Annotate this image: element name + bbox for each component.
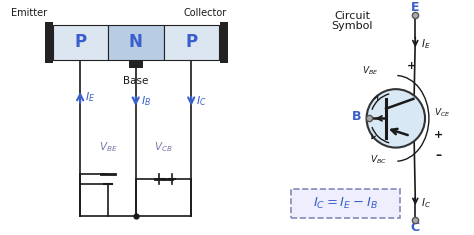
Bar [45, 22, 53, 63]
Text: $V_{CE}$: $V_{CE}$ [434, 106, 451, 119]
Text: P: P [74, 33, 86, 51]
Text: $V_{BE}$: $V_{BE}$ [99, 141, 117, 154]
Text: $V_{BC}$: $V_{BC}$ [370, 153, 387, 166]
Text: +: + [407, 61, 416, 71]
Text: $I_E$: $I_E$ [85, 90, 95, 104]
Circle shape [366, 89, 425, 148]
Text: –: – [370, 115, 376, 128]
Text: $I_C$: $I_C$ [421, 196, 431, 210]
Text: C: C [410, 221, 420, 234]
Bar [220, 22, 228, 63]
Text: E: E [411, 1, 419, 14]
Text: $V_{BE}$: $V_{BE}$ [362, 65, 379, 77]
Text: N: N [129, 33, 143, 51]
Text: $I_B$: $I_B$ [370, 116, 379, 130]
Text: +: + [434, 130, 443, 140]
Text: P: P [185, 33, 197, 51]
Text: Symbol: Symbol [331, 21, 373, 31]
Bar [109, 25, 164, 60]
Text: –: – [436, 149, 442, 162]
Text: $I_C = I_E - I_B$: $I_C = I_E - I_B$ [312, 196, 378, 211]
Text: Emitter: Emitter [11, 8, 47, 18]
Text: Collector: Collector [183, 8, 227, 18]
Text: Circuit: Circuit [334, 11, 370, 21]
Text: $I_B$: $I_B$ [141, 94, 151, 108]
Text: B: B [352, 110, 362, 123]
Text: $I_C$: $I_C$ [196, 94, 207, 108]
Bar [53, 25, 109, 60]
Text: $I_E$: $I_E$ [421, 37, 431, 51]
Text: $V_{CB}$: $V_{CB}$ [154, 141, 173, 154]
Bar [164, 25, 219, 60]
FancyBboxPatch shape [291, 188, 400, 218]
Bar [129, 60, 143, 68]
Text: Base: Base [123, 76, 148, 86]
